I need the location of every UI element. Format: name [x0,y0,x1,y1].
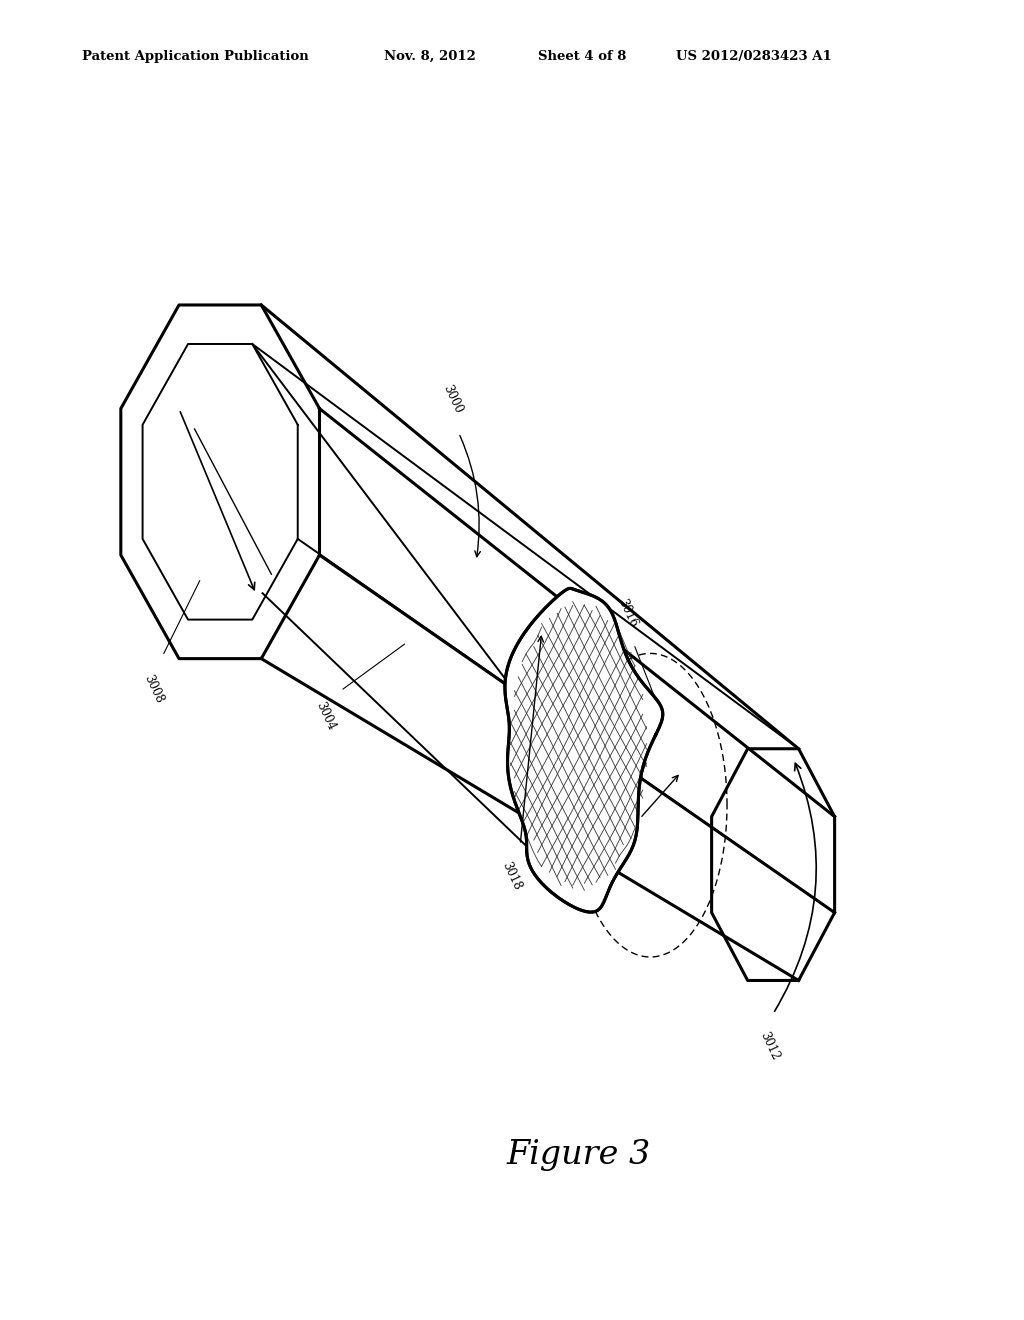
Text: US 2012/0283423 A1: US 2012/0283423 A1 [676,50,831,63]
Text: 3004: 3004 [313,700,338,733]
Text: 3000: 3000 [440,383,465,416]
Text: Figure 3: Figure 3 [507,1139,650,1171]
Polygon shape [505,589,663,912]
Text: Sheet 4 of 8: Sheet 4 of 8 [538,50,626,63]
Text: 3012: 3012 [758,1030,782,1063]
Text: 3018: 3018 [500,859,524,892]
Text: Nov. 8, 2012: Nov. 8, 2012 [384,50,476,63]
Text: Patent Application Publication: Patent Application Publication [82,50,308,63]
Text: 3008: 3008 [141,673,166,706]
Text: 3016: 3016 [615,597,640,630]
